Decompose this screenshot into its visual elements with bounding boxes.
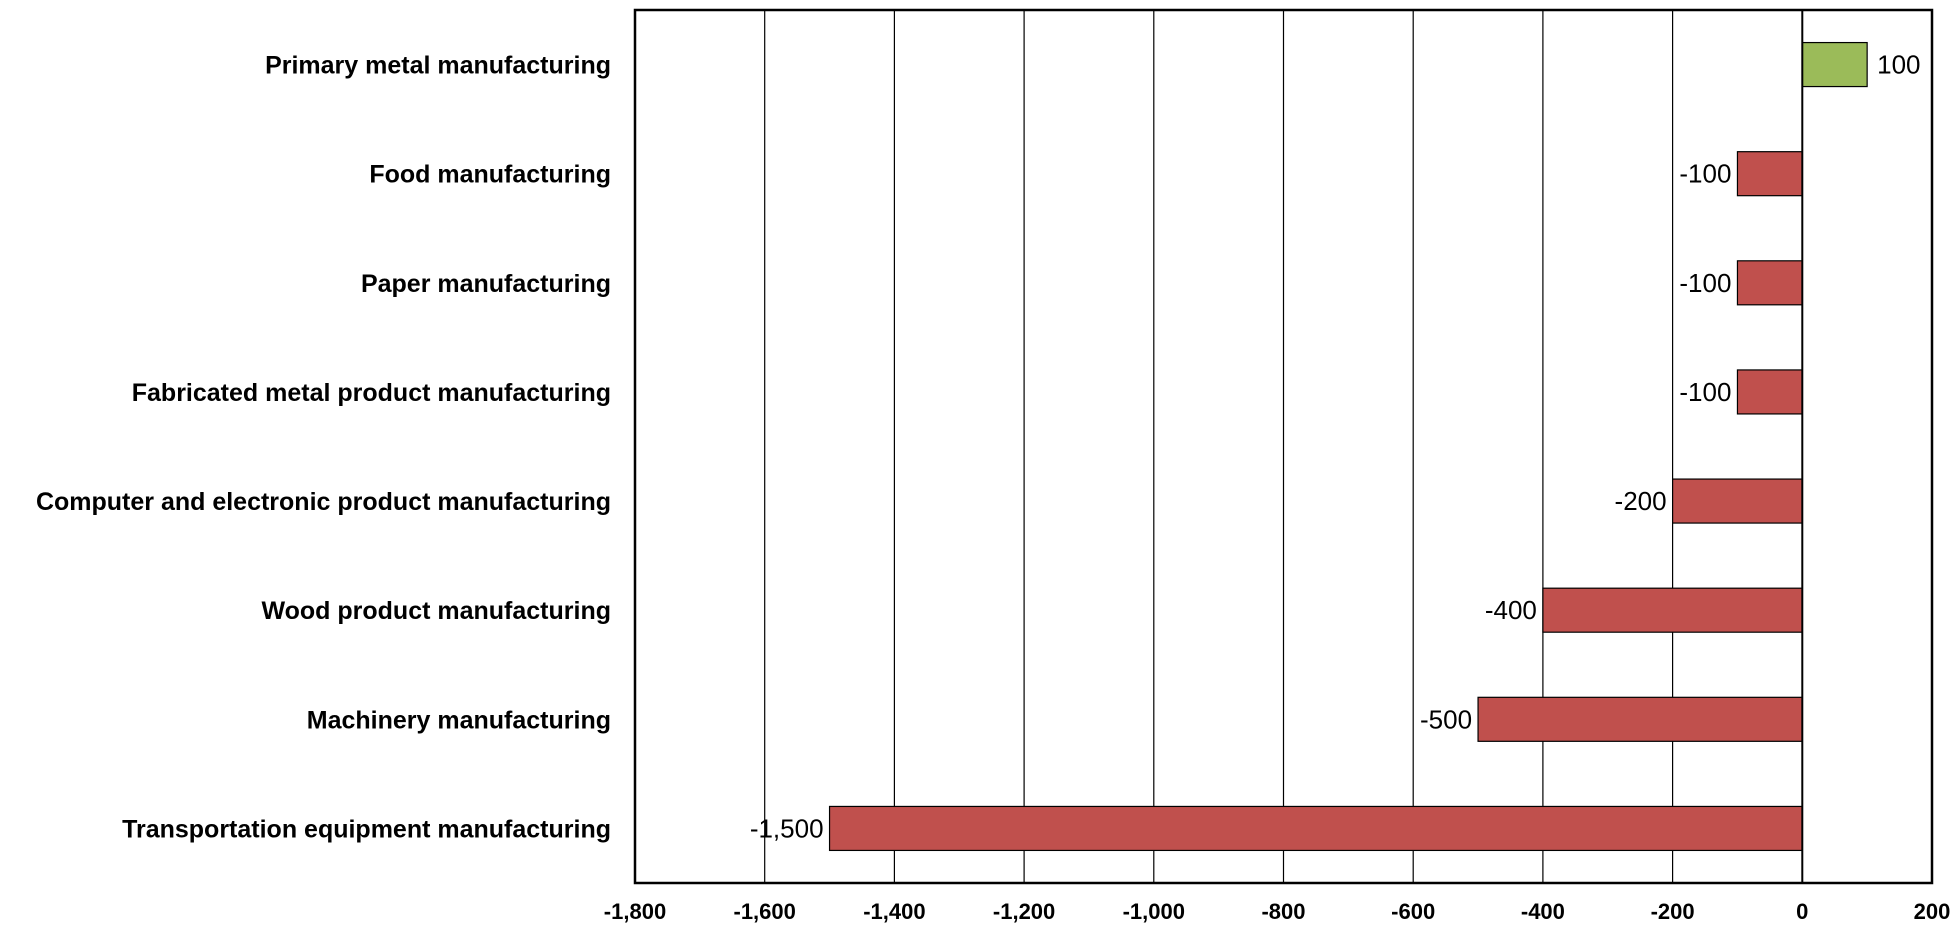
x-tick-label: -600 [1391,899,1435,924]
x-tick-label: -1,200 [993,899,1055,924]
category-label: Food manufacturing [369,161,611,189]
x-tick-label: -1,800 [604,899,666,924]
x-tick-label: -200 [1651,899,1695,924]
gridlines [764,10,1674,883]
data-label: -400 [1485,595,1537,625]
bar [828,805,1803,852]
data-label: -500 [1420,704,1472,734]
x-tick-label: 200 [1914,899,1951,924]
x-tick-label: -1,600 [734,899,796,924]
bar [1736,260,1803,306]
x-tick-label: -1,000 [1123,899,1185,924]
category-label: Computer and electronic product manufact… [36,488,611,516]
data-labels: 100 -100 -100 -100 -200 -400 -500 -1,500 [750,50,1921,844]
category-label: Wood product manufacturing [261,597,611,625]
data-label: -100 [1679,159,1731,189]
bar [1736,369,1803,415]
bar [1477,696,1803,742]
plot-border [633,8,1934,885]
x-tick-label: -800 [1261,899,1305,924]
category-label: Transportation equipment manufacturing [122,815,611,843]
data-label: -100 [1679,377,1731,407]
x-tick-label: -400 [1521,899,1565,924]
category-label: Paper manufacturing [361,270,611,298]
x-tick-label: 0 [1796,899,1808,924]
bar [1542,587,1803,633]
category-label: Primary metal manufacturing [265,52,611,80]
data-label: 100 [1877,50,1920,80]
category-label: Fabricated metal product manufacturing [132,379,611,407]
category-labels: Primary metal manufacturing Food manufact… [36,52,611,844]
bar [1736,151,1803,197]
bar [1671,478,1803,524]
x-tick-labels: -1,800 -1,600 -1,400 -1,200 -1,000 -800 -600 -4… [604,899,1951,924]
data-label: -100 [1679,268,1731,298]
x-tick-label: -1,400 [863,899,925,924]
data-label: -200 [1615,486,1667,516]
bar [1801,41,1868,88]
plot-frame [633,8,1934,885]
data-label: -1,500 [750,813,824,843]
category-label: Machinery manufacturing [307,706,611,734]
bars [828,41,1868,852]
